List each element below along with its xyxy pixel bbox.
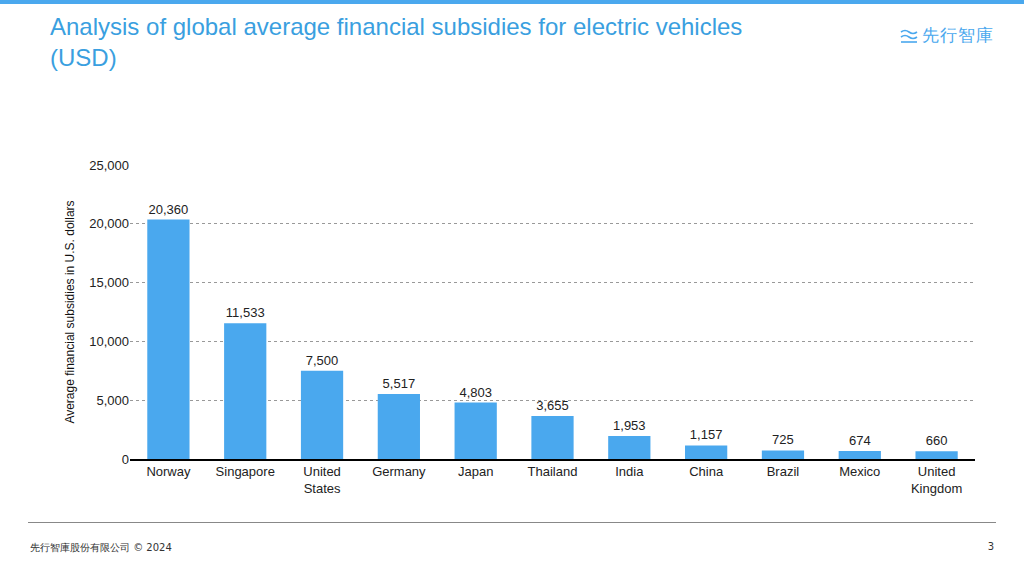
- svg-text:1,157: 1,157: [690, 427, 723, 442]
- svg-text:5,517: 5,517: [383, 376, 416, 391]
- svg-text:4,803: 4,803: [459, 385, 492, 400]
- svg-text:Thailand: Thailand: [528, 464, 578, 479]
- svg-text:Brazil: Brazil: [767, 464, 800, 479]
- html-text:先行智庫股份有限公司 © 2024: 先行智庫股份有限公司 © 2024: [30, 542, 172, 553]
- svg-text:5,000: 5,000: [96, 393, 129, 408]
- svg-text:China: China: [689, 464, 724, 479]
- svg-text:10,000: 10,000: [89, 334, 129, 349]
- svg-text:15,000: 15,000: [89, 275, 129, 290]
- svg-text:Japan: Japan: [458, 464, 493, 479]
- svg-text:1,953: 1,953: [613, 418, 646, 433]
- svg-text:Mexico: Mexico: [839, 464, 880, 479]
- svg-text:3,655: 3,655: [536, 398, 569, 413]
- svg-text:Norway: Norway: [146, 464, 191, 479]
- svg-text:7,500: 7,500: [306, 353, 339, 368]
- svg-text:UnitedKingdom: UnitedKingdom: [911, 464, 962, 496]
- svg-text:11,533: 11,533: [226, 305, 265, 320]
- svg-text:0: 0: [122, 452, 129, 467]
- svg-text:Average financial subsidies in: Average financial subsidies in U.S. doll…: [63, 200, 77, 423]
- svg-text:Germany: Germany: [372, 464, 426, 479]
- svg-text:UnitedStates: UnitedStates: [303, 464, 341, 496]
- svg-text:725: 725: [772, 432, 794, 447]
- svg-text:25,000: 25,000: [89, 158, 129, 173]
- svg-text:674: 674: [849, 433, 871, 448]
- svg-text:20,360: 20,360: [149, 202, 189, 217]
- svg-text:Analysis of global average fin: Analysis of global average financial sub…: [50, 13, 742, 71]
- svg-text:Singapore: Singapore: [216, 464, 275, 479]
- html-text:3: 3: [987, 541, 994, 552]
- svg-text:20,000: 20,000: [89, 216, 129, 231]
- svg-text:India: India: [615, 464, 644, 479]
- svg-text:660: 660: [926, 433, 948, 448]
- html-text:先行智庫: 先行智庫: [922, 25, 994, 45]
